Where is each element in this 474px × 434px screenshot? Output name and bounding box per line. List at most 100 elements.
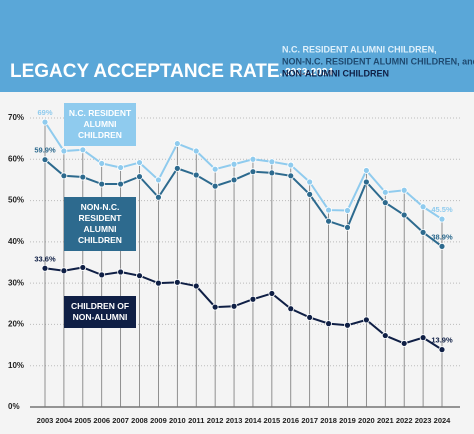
x-tick-label: 2003	[37, 416, 54, 425]
data-point	[344, 321, 351, 329]
data-point	[117, 268, 125, 276]
data-point	[136, 159, 143, 166]
subtitle-line: NON-ALUMNI CHILDREN	[282, 68, 389, 78]
data-point	[211, 303, 219, 311]
data-point	[41, 118, 49, 126]
data-point	[60, 147, 68, 155]
data-point	[268, 169, 276, 177]
x-tick-label: 2004	[56, 416, 74, 425]
y-tick-label: 30%	[8, 278, 24, 287]
header-band	[0, 0, 474, 92]
data-point	[211, 182, 219, 190]
data-point	[155, 176, 162, 184]
x-tick-label: 2017	[301, 416, 318, 425]
title-main: LEGACY ACCEPTANCE RATE	[10, 61, 280, 82]
subtitle-line: N.C. RESIDENT ALUMNI CHILDREN,	[282, 44, 437, 54]
data-point	[306, 178, 314, 186]
data-point	[419, 228, 427, 236]
data-point	[400, 340, 408, 347]
x-tick-label: 2010	[169, 416, 186, 425]
data-point	[173, 164, 181, 172]
x-tick-label: 2019	[339, 416, 356, 425]
x-tick-label: 2008	[131, 416, 148, 425]
data-point	[41, 156, 49, 164]
series-line	[44, 158, 443, 248]
data-point	[419, 203, 427, 211]
data-point	[381, 188, 389, 196]
data-point	[173, 278, 181, 286]
value-label: 13.9%	[431, 336, 453, 345]
x-tick-label: 2021	[377, 416, 394, 425]
data-point	[325, 206, 332, 214]
x-tick-label: 2015	[264, 416, 281, 425]
data-point	[79, 173, 87, 181]
data-point	[438, 242, 446, 250]
x-tick-label: 2014	[245, 416, 263, 425]
data-point	[306, 190, 314, 198]
series-line	[44, 266, 443, 351]
value-label: 59.9%	[34, 146, 56, 155]
data-point	[192, 282, 200, 290]
data-point	[60, 172, 68, 180]
data-point	[155, 279, 162, 287]
data-point	[325, 217, 332, 225]
y-tick-label: 60%	[8, 154, 24, 163]
chart-title: LEGACY ACCEPTANCE RATE, 2003-2024	[10, 61, 333, 82]
data-point	[419, 334, 427, 342]
value-label: 38.9%	[431, 232, 453, 241]
x-tick-label: 2006	[93, 416, 110, 425]
x-tick-label: 2022	[396, 416, 413, 425]
legend-entry: CHILDREN OF NON-ALUMNI	[64, 296, 136, 328]
value-label: 33.6%	[34, 254, 56, 263]
y-tick-label: 0%	[8, 402, 20, 411]
x-tick-label: 2024	[434, 416, 452, 425]
data-point	[117, 164, 125, 171]
x-tick-label: 2020	[358, 416, 375, 425]
value-label: 69%	[37, 108, 52, 117]
data-point	[192, 171, 200, 179]
data-point	[211, 165, 219, 173]
data-point	[230, 160, 238, 168]
data-point	[325, 320, 332, 328]
y-tick-label: 50%	[8, 196, 24, 205]
data-point	[287, 305, 295, 313]
data-point	[438, 346, 446, 354]
data-point	[98, 160, 106, 167]
data-point	[79, 146, 87, 154]
data-point	[438, 215, 446, 223]
data-point	[155, 193, 162, 201]
x-tick-label: 2016	[282, 416, 299, 425]
series-line	[44, 121, 443, 220]
data-point	[60, 267, 68, 275]
data-point	[400, 211, 408, 219]
y-tick-label: 70%	[8, 113, 24, 122]
data-point	[41, 264, 49, 272]
data-point	[362, 316, 370, 324]
x-tick-label: 2011	[188, 416, 204, 425]
data-point	[117, 180, 125, 188]
data-point	[344, 207, 351, 214]
subtitle-line: NON-N.C. RESIDENT ALUMNI CHILDREN, and	[282, 56, 474, 66]
data-point	[381, 332, 389, 339]
x-tick-label: 2018	[320, 416, 337, 425]
data-point	[98, 271, 106, 279]
data-point	[249, 295, 257, 303]
legend-entry: N.C. RESIDENT ALUMNI CHILDREN	[64, 103, 136, 146]
data-point	[268, 290, 276, 297]
data-point	[79, 264, 87, 271]
data-point	[230, 302, 238, 310]
y-tick-label: 40%	[8, 237, 24, 246]
data-point	[287, 161, 295, 169]
data-point	[287, 172, 295, 180]
data-point	[362, 178, 370, 186]
data-point	[344, 224, 351, 231]
y-tick-label: 10%	[8, 361, 24, 370]
value-label: 45.5%	[431, 205, 453, 214]
x-tick-label: 2009	[150, 416, 167, 425]
data-point	[268, 158, 276, 166]
data-point	[381, 199, 389, 207]
data-point	[192, 147, 200, 155]
data-point	[98, 180, 106, 188]
